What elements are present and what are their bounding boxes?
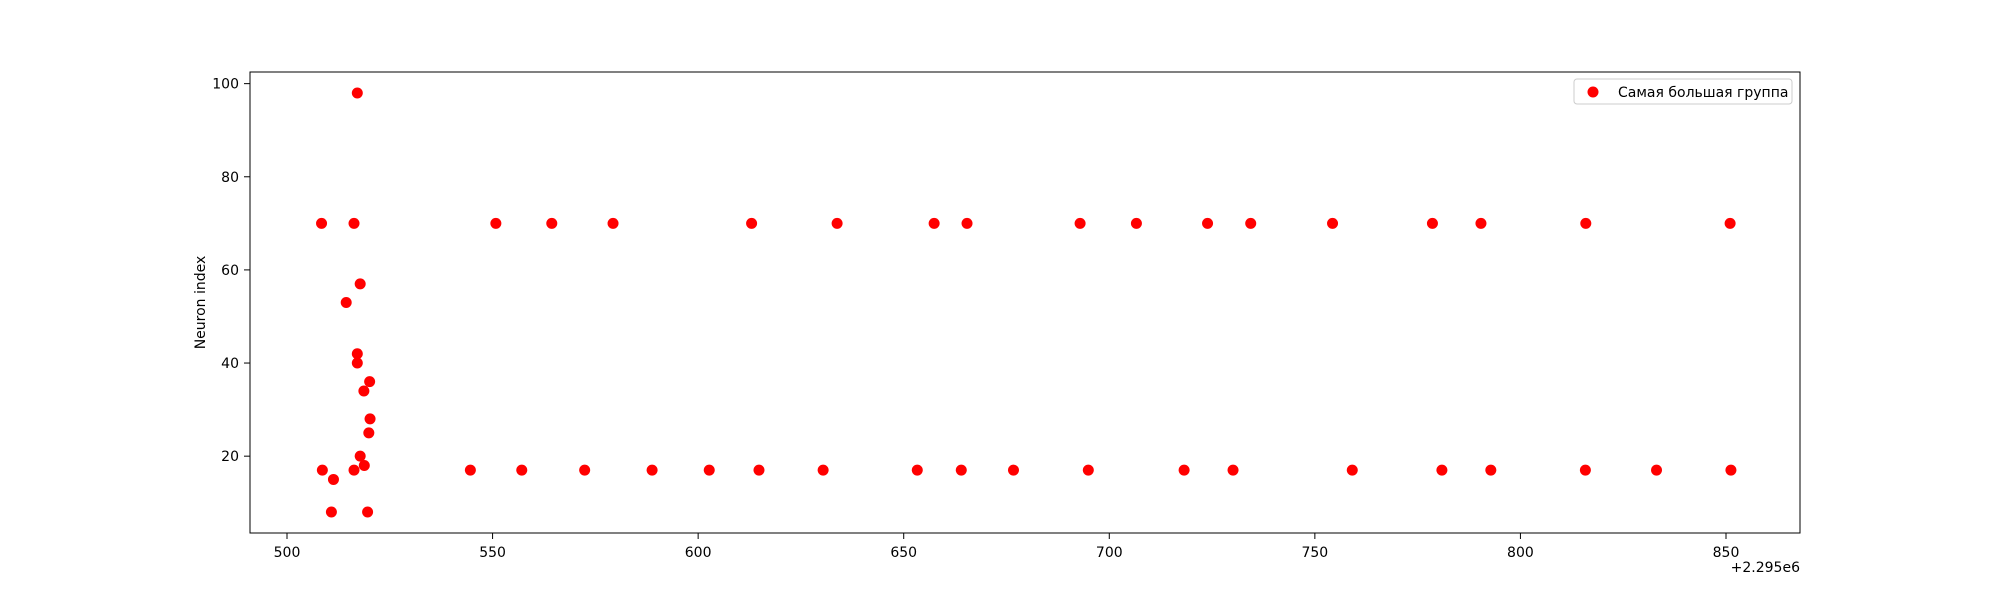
data-point — [1245, 217, 1257, 229]
data-point — [746, 217, 758, 229]
data-point — [348, 464, 360, 476]
y-tick-label: 100 — [212, 77, 239, 93]
data-point — [351, 87, 363, 99]
data-point — [1724, 217, 1736, 229]
data-point — [325, 506, 337, 518]
data-point — [1651, 464, 1663, 476]
data-point — [579, 464, 591, 476]
data-point — [327, 473, 339, 485]
data-point — [607, 217, 619, 229]
data-point — [1426, 217, 1438, 229]
data-point — [955, 464, 967, 476]
data-point — [1082, 464, 1094, 476]
data-point — [1725, 464, 1737, 476]
data-point — [316, 464, 328, 476]
plot-area-frame — [249, 71, 1801, 534]
legend-box — [1573, 78, 1793, 105]
x-tick-label: 700 — [1096, 545, 1123, 561]
data-point — [358, 459, 370, 471]
data-point — [364, 376, 376, 388]
data-point — [817, 464, 829, 476]
data-point — [351, 357, 363, 369]
data-point — [1485, 464, 1497, 476]
data-point — [1475, 217, 1487, 229]
data-point — [354, 278, 366, 290]
data-points — [316, 87, 1737, 518]
data-point — [703, 464, 715, 476]
data-point — [362, 506, 374, 518]
y-tick-label: 40 — [221, 356, 239, 372]
data-point — [1579, 464, 1591, 476]
data-point — [911, 464, 923, 476]
x-tick-label: 650 — [890, 545, 917, 561]
data-point — [1327, 217, 1339, 229]
y-axis-label: Neuron index — [193, 256, 209, 350]
y-tick-label: 80 — [221, 170, 239, 186]
x-tick-label: 550 — [479, 545, 506, 561]
data-point — [928, 217, 940, 229]
data-point — [464, 464, 476, 476]
data-point — [348, 217, 360, 229]
data-point — [546, 217, 558, 229]
y-tick-label: 20 — [221, 449, 239, 465]
data-point — [340, 297, 352, 308]
legend-marker — [1587, 86, 1599, 98]
data-point — [831, 217, 843, 229]
data-point — [1580, 217, 1592, 229]
data-point — [646, 464, 658, 476]
legend: Самая большая группа — [1573, 78, 1793, 105]
y-tick-label: 60 — [221, 263, 239, 279]
data-point — [1178, 464, 1190, 476]
x-axis-offset-label: +2.295e6 — [1731, 560, 1800, 576]
data-point — [363, 427, 375, 439]
data-point — [358, 385, 370, 397]
data-point — [1007, 464, 1019, 476]
data-point — [316, 217, 328, 229]
data-point — [351, 348, 363, 360]
data-point — [753, 464, 765, 476]
y-axis: 20 40 60 80 100 — [212, 77, 250, 465]
x-tick-label: 850 — [1713, 545, 1740, 561]
data-point — [1074, 217, 1086, 229]
data-point — [354, 450, 366, 462]
data-point — [1436, 464, 1448, 476]
x-tick-label: 500 — [274, 545, 301, 561]
data-point — [1346, 464, 1358, 476]
data-point — [516, 464, 528, 476]
x-axis: 500 550 600 650 700 750 800 850 — [274, 533, 1740, 561]
x-tick-label: 750 — [1301, 545, 1328, 561]
data-point — [364, 413, 376, 425]
legend-label: Самая большая группа — [1618, 85, 1788, 101]
data-point — [1227, 464, 1239, 476]
data-point — [961, 217, 973, 229]
data-point — [1130, 217, 1142, 229]
data-point — [490, 217, 502, 229]
x-tick-label: 600 — [685, 545, 712, 561]
x-tick-label: 800 — [1507, 545, 1534, 561]
data-point — [1202, 217, 1214, 229]
